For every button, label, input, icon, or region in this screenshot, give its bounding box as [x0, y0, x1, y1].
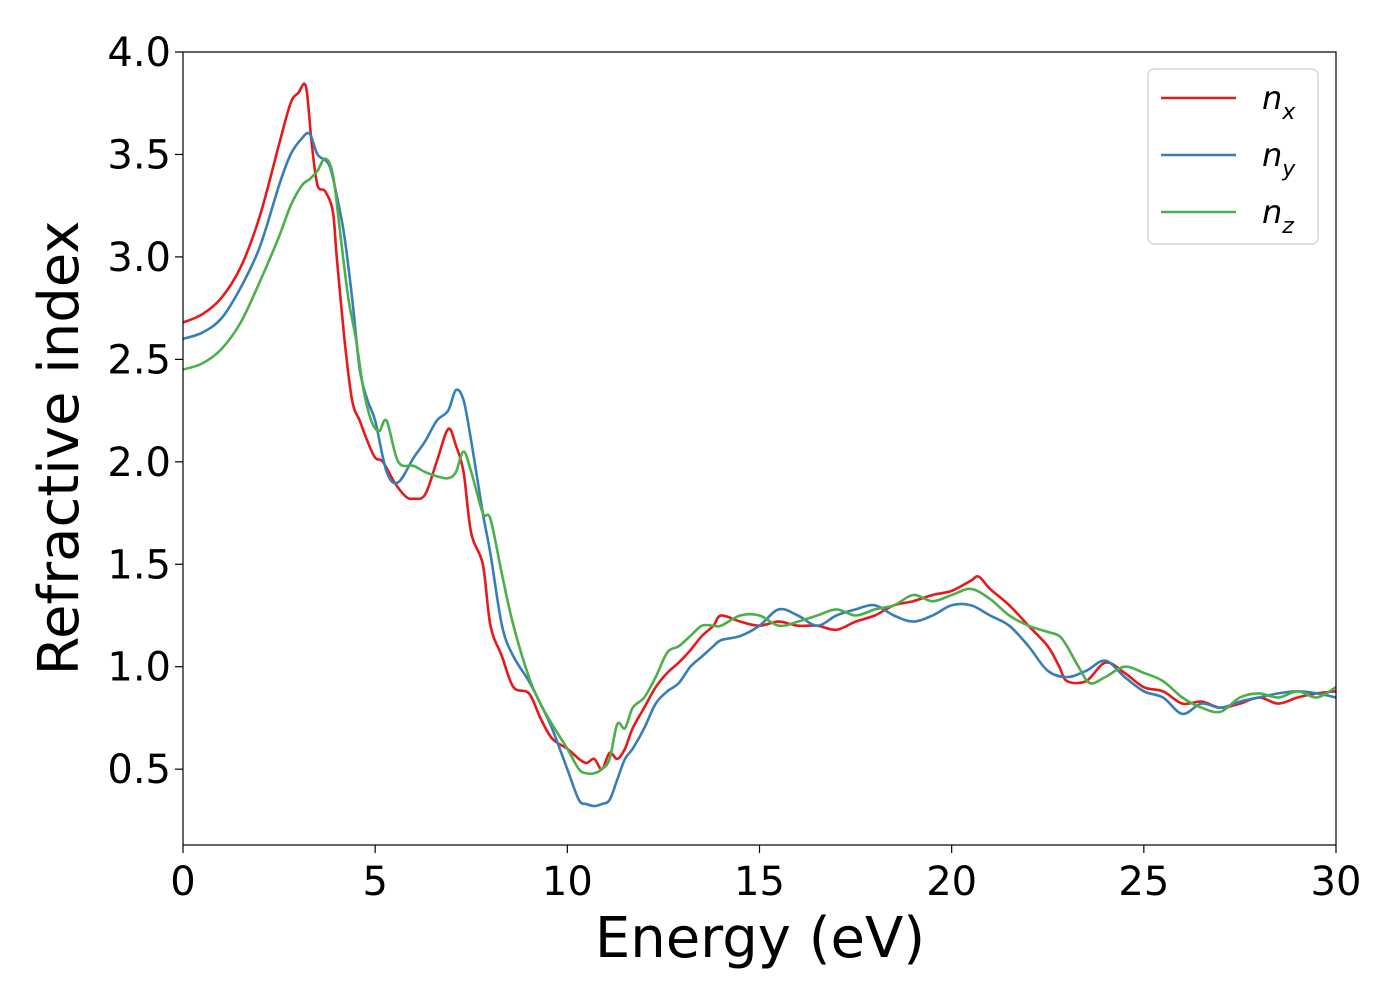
- y-tick-label: 2.0: [107, 440, 171, 486]
- y-tick-label: 0.5: [107, 747, 171, 793]
- x-tick-label: 25: [1118, 859, 1169, 905]
- legend-label-main: n: [1262, 79, 1282, 117]
- legend-label-main: n: [1262, 193, 1282, 231]
- y-tick-label: 4.0: [107, 30, 171, 76]
- y-tick-label: 2.5: [107, 337, 171, 383]
- x-tick-label: 15: [734, 859, 785, 905]
- y-tick-label: 1.5: [107, 542, 171, 588]
- legend-box: [1147, 68, 1319, 245]
- y-tick-label: 3.5: [107, 132, 171, 178]
- legend-label-subscript: x: [1281, 100, 1296, 125]
- x-axis-title: Energy (eV): [595, 906, 925, 971]
- legend-label-ny: ny: [1262, 136, 1296, 182]
- y-tick-label: 1.0: [107, 645, 171, 691]
- legend-label-main: n: [1262, 136, 1282, 174]
- y-tick-label: 3.0: [107, 235, 171, 281]
- axes-layer: 0 5 10 15 20 25 30 0.5 1.0 1.5 2.0 2.5 3.0 3.5 4.0: [107, 30, 1361, 905]
- legend-label-nz: nz: [1262, 193, 1294, 239]
- series-layer: [182, 82, 1337, 808]
- y-axis-title: Refractive index: [27, 221, 92, 676]
- series-line-nz: [182, 157, 1337, 776]
- x-tick-label: 5: [362, 859, 387, 905]
- x-tick-label: 10: [542, 859, 593, 905]
- legend-label-nx: nx: [1262, 79, 1296, 125]
- x-tick-label: 30: [1311, 859, 1362, 905]
- legend-label-subscript: z: [1281, 214, 1294, 239]
- x-tick-label: 20: [926, 859, 977, 905]
- legend-label-subscript: y: [1281, 157, 1296, 182]
- x-tick-label: 0: [170, 859, 195, 905]
